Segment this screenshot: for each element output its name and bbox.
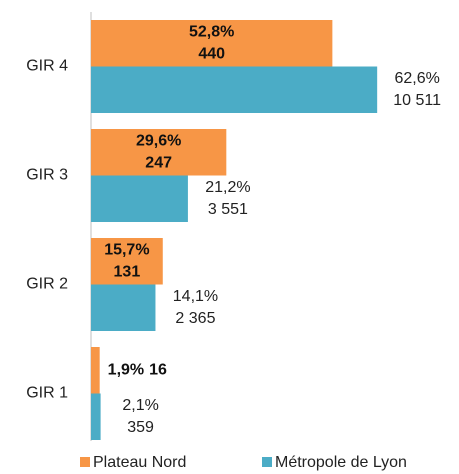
legend-swatch — [80, 457, 90, 467]
count-label: 2 365 — [175, 310, 215, 327]
legend-label: Métropole de Lyon — [275, 454, 407, 471]
bar — [91, 175, 188, 222]
bar — [91, 393, 101, 440]
category-label: GIR 1 — [26, 385, 68, 402]
bar — [91, 66, 378, 113]
value-label: 21,2% — [205, 179, 250, 196]
count-label: 131 — [114, 263, 141, 280]
count-label: 16 — [149, 361, 167, 378]
value-label: 62,6% — [394, 70, 439, 87]
bar — [91, 347, 100, 394]
legend-label: Plateau Nord — [93, 454, 186, 471]
count-label: 359 — [127, 419, 154, 436]
category-label: GIR 3 — [26, 167, 68, 184]
count-label: 3 551 — [208, 201, 248, 218]
bar — [91, 284, 156, 331]
value-label: 14,1% — [173, 288, 218, 305]
count-label: 440 — [198, 45, 225, 62]
legend-swatch — [262, 457, 272, 467]
value-label: 29,6% — [136, 132, 181, 149]
bar — [91, 20, 333, 67]
bar — [91, 129, 227, 176]
category-label: GIR 2 — [26, 276, 68, 293]
value-label: 52,8% — [189, 23, 234, 40]
count-label: 247 — [145, 154, 172, 171]
value-label: 15,7% — [104, 241, 149, 258]
value-label: 1,9% — [108, 361, 144, 378]
count-label: 10 511 — [393, 92, 441, 109]
value-label: 2,1% — [122, 397, 158, 414]
bar — [91, 238, 163, 285]
category-label: GIR 4 — [26, 58, 68, 75]
